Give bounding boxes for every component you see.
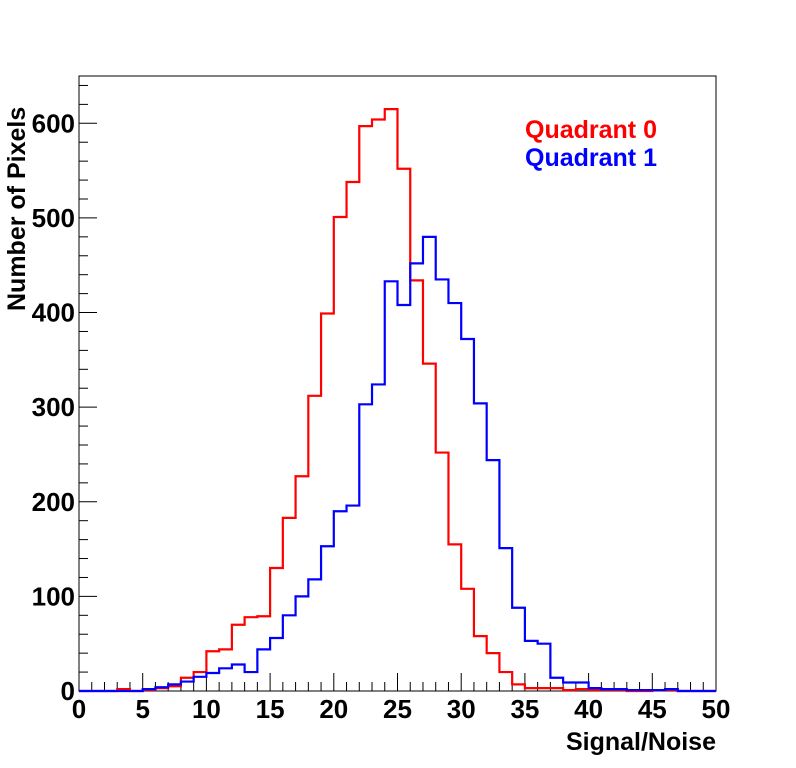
- series-line-quadrant-0: [79, 108, 716, 693]
- x-tick-label: 5: [135, 694, 149, 724]
- y-tick-label: 300: [32, 392, 75, 422]
- x-tick-label: 40: [574, 694, 603, 724]
- series-layer: [79, 108, 716, 693]
- x-tick-label: 50: [702, 694, 731, 724]
- y-tick-label: 100: [32, 581, 75, 611]
- y-axis-title: Number of Pixels: [3, 107, 31, 311]
- x-tick-label: 10: [192, 694, 221, 724]
- x-tick-label: 20: [319, 694, 348, 724]
- y-tick-label: 500: [32, 203, 75, 233]
- x-axis-title: Signal/Noise: [566, 728, 716, 756]
- x-tick-label: 25: [383, 694, 412, 724]
- axis-ticks: [78, 84, 717, 692]
- x-tick-label: 0: [72, 694, 86, 724]
- x-tick-label: 35: [510, 694, 539, 724]
- legend: Quadrant 0 Quadrant 1: [525, 116, 657, 172]
- y-tick-label: 400: [32, 298, 75, 328]
- series-line-quadrant-1: [79, 235, 716, 693]
- y-tick-label: 600: [32, 108, 75, 138]
- x-tick-label: 15: [256, 694, 285, 724]
- legend-entry-quadrant-1: Quadrant 1: [525, 144, 657, 172]
- y-tick-label: 200: [32, 487, 75, 517]
- legend-entry-quadrant-0: Quadrant 0: [525, 116, 657, 144]
- x-tick-label: 45: [638, 694, 667, 724]
- x-tick-label: 30: [447, 694, 476, 724]
- y-tick-label: 0: [61, 676, 75, 706]
